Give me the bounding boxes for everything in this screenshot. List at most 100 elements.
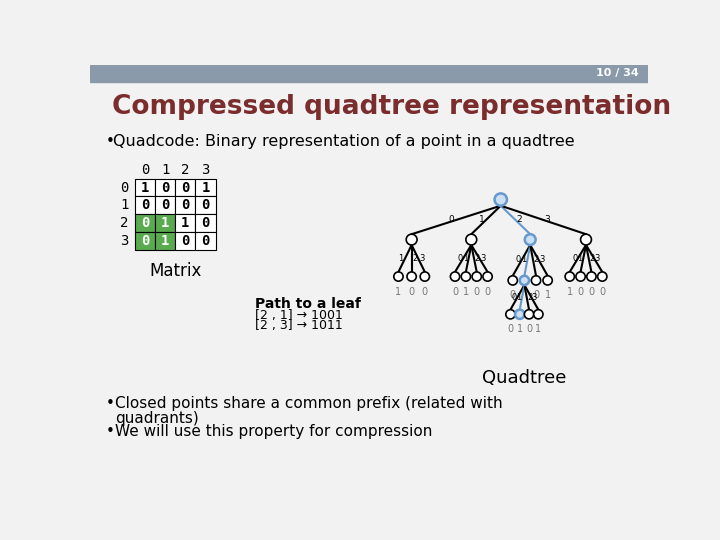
Circle shape (598, 272, 607, 281)
Bar (195, 232, 215, 249)
Text: 0: 0 (181, 198, 189, 212)
Text: Quadcode: Binary representation of a point in a quadtree: Quadcode: Binary representation of a poi… (113, 134, 575, 149)
Circle shape (520, 276, 529, 285)
Bar (195, 214, 215, 232)
Text: 1: 1 (535, 325, 541, 334)
Circle shape (407, 272, 416, 281)
Text: 0: 0 (141, 234, 149, 248)
Circle shape (580, 234, 591, 245)
Bar (135, 179, 155, 197)
Text: 1: 1 (120, 198, 129, 212)
Text: 0: 0 (577, 287, 584, 298)
Text: [2 , 3] → 1011: [2 , 3] → 1011 (255, 319, 343, 332)
Text: 0: 0 (161, 180, 169, 194)
Circle shape (587, 272, 596, 281)
Text: 1: 1 (202, 180, 210, 194)
Text: Path to a leaf: Path to a leaf (255, 296, 361, 310)
Text: 0: 0 (533, 291, 539, 300)
Text: 1: 1 (399, 254, 404, 262)
Text: 1: 1 (577, 254, 582, 262)
Circle shape (495, 193, 507, 206)
Text: 1: 1 (181, 216, 189, 230)
Text: Closed points share a common prefix (related with: Closed points share a common prefix (rel… (114, 396, 503, 411)
Bar (155, 197, 175, 214)
Circle shape (534, 309, 543, 319)
Bar (90, 65, 648, 82)
Circle shape (420, 272, 429, 281)
Text: 0: 0 (510, 291, 516, 300)
Text: 1: 1 (517, 325, 523, 334)
Bar (195, 197, 215, 214)
Text: Compressed quadtree representation: Compressed quadtree representation (112, 94, 671, 120)
Circle shape (466, 234, 477, 245)
Text: 3: 3 (544, 215, 550, 224)
Text: 0: 0 (408, 287, 415, 298)
Text: 0: 0 (526, 325, 532, 334)
Text: 0: 0 (202, 198, 210, 212)
Text: 2: 2 (181, 163, 189, 177)
Text: 1: 1 (141, 180, 149, 194)
Circle shape (525, 234, 536, 245)
Text: 1: 1 (567, 287, 573, 298)
Circle shape (472, 272, 482, 281)
Text: 2: 2 (534, 255, 539, 265)
Text: 0: 0 (588, 287, 595, 298)
Text: 0: 0 (202, 234, 210, 248)
Text: 1: 1 (161, 163, 169, 177)
Text: 0: 0 (474, 287, 480, 298)
Text: 0: 0 (452, 287, 458, 298)
Text: 0: 0 (422, 287, 428, 298)
Text: 1: 1 (161, 216, 169, 230)
Text: 0: 0 (120, 180, 129, 194)
Bar (195, 179, 215, 197)
Text: 1: 1 (516, 293, 521, 302)
Bar (175, 232, 195, 249)
Text: 0: 0 (141, 163, 149, 177)
Circle shape (505, 309, 515, 319)
Text: 3: 3 (480, 254, 485, 262)
Text: 0: 0 (202, 216, 210, 230)
Text: •: • (106, 134, 114, 149)
Text: 3: 3 (595, 254, 600, 262)
Bar (135, 197, 155, 214)
Circle shape (515, 309, 524, 319)
Text: •: • (106, 396, 114, 411)
Text: 0: 0 (512, 293, 517, 302)
Bar (155, 214, 175, 232)
Text: 0: 0 (141, 216, 149, 230)
Text: 10 / 34: 10 / 34 (596, 68, 639, 78)
Text: •: • (106, 424, 114, 440)
Circle shape (462, 272, 471, 281)
Text: 1: 1 (479, 215, 485, 224)
Text: 0: 0 (181, 234, 189, 248)
Text: 0: 0 (599, 287, 606, 298)
Circle shape (531, 276, 541, 285)
Text: 3: 3 (120, 234, 129, 248)
Circle shape (451, 272, 459, 281)
Circle shape (483, 272, 492, 281)
Text: 3: 3 (539, 255, 545, 265)
Text: 0: 0 (161, 198, 169, 212)
Text: 3: 3 (419, 254, 425, 262)
Bar (175, 179, 195, 197)
Bar (155, 232, 175, 249)
Text: 1: 1 (395, 287, 402, 298)
Text: 2: 2 (412, 254, 418, 262)
Text: Quadtree: Quadtree (482, 369, 566, 387)
Text: 2: 2 (589, 254, 595, 262)
Text: quadrants): quadrants) (114, 410, 199, 426)
Text: 2: 2 (527, 293, 532, 302)
Bar (175, 197, 195, 214)
Text: 0: 0 (485, 287, 490, 298)
Bar (175, 214, 195, 232)
Text: 1: 1 (463, 287, 469, 298)
Circle shape (543, 276, 552, 285)
Text: 1: 1 (544, 291, 551, 300)
Text: We will use this property for compression: We will use this property for compressio… (114, 424, 432, 440)
Circle shape (508, 276, 518, 285)
Text: 0: 0 (141, 198, 149, 212)
Text: 2: 2 (120, 216, 129, 230)
Bar (135, 214, 155, 232)
Circle shape (406, 234, 417, 245)
Text: 3: 3 (532, 293, 537, 302)
